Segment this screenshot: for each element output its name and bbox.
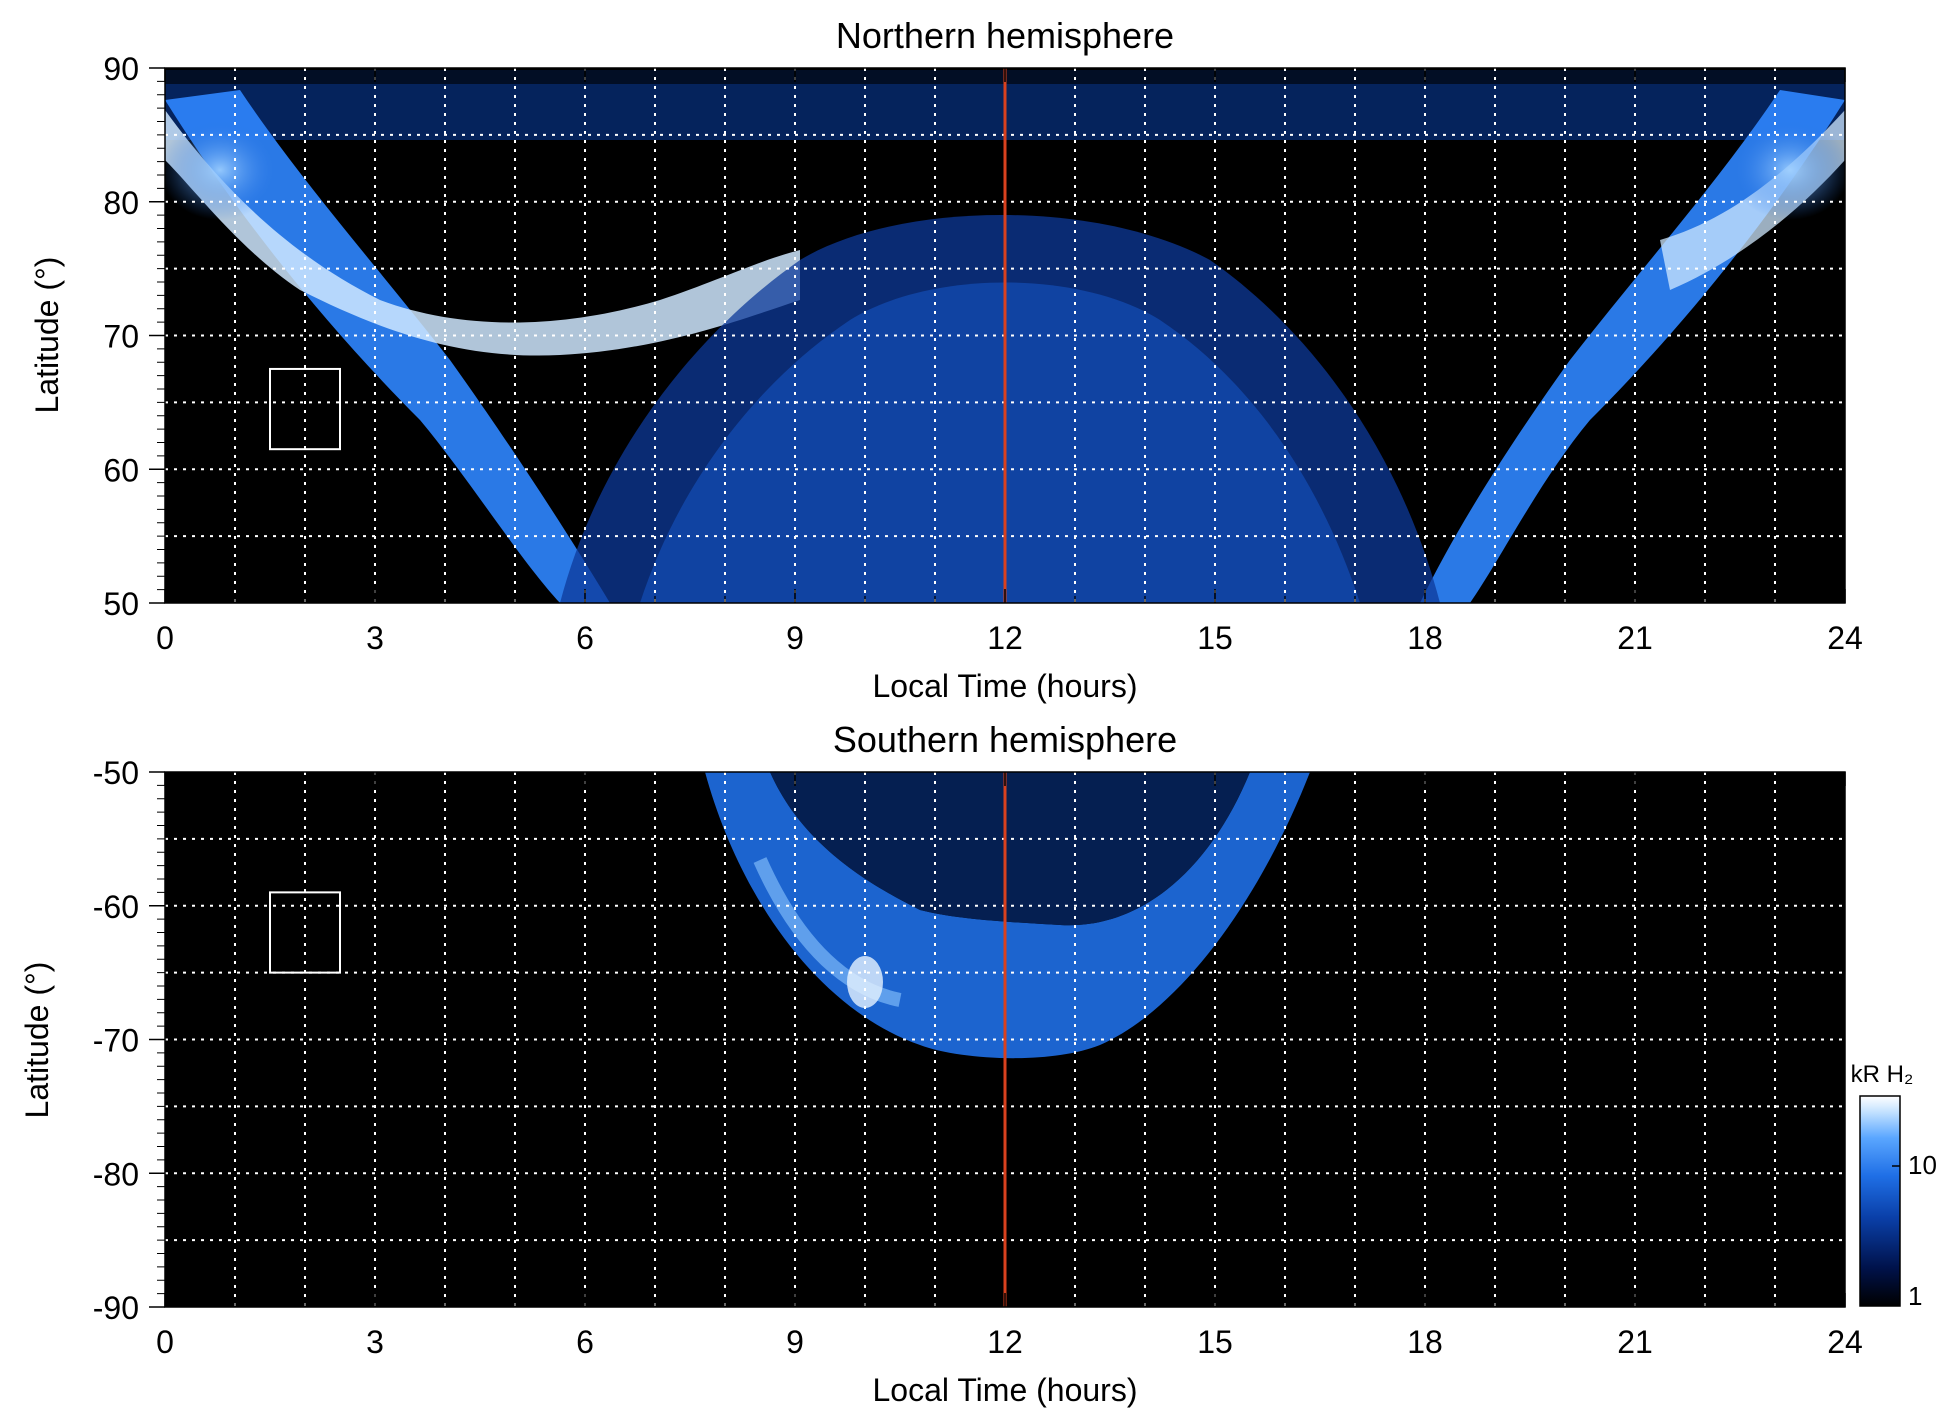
north-axes: 0 3 6 9 12 15 18 21 24 50 60 70 80 90: [103, 51, 1862, 656]
north-x-tick-label: 24: [1827, 620, 1863, 656]
panel-south: Southern hemisphere 0 3 6 9 12 15 18 21 24 -50 -60…: [19, 719, 1863, 1408]
north-emission-image: [165, 68, 1845, 603]
south-y-tick-label: -80: [93, 1156, 139, 1192]
north-xlabel: Local Time (hours): [873, 668, 1138, 704]
north-ylabel: Latitude (°): [29, 257, 65, 414]
south-x-tick-label: 0: [156, 1324, 174, 1360]
south-x-tick-label: 12: [987, 1324, 1023, 1360]
south-emission-image: [705, 772, 1310, 1059]
north-y-tick-label: 80: [103, 185, 139, 221]
north-marker-box: [269, 367, 341, 451]
north-x-tick-label: 3: [366, 620, 384, 656]
colorbar-tick-10: 10: [1908, 1150, 1937, 1180]
south-xlabel: Local Time (hours): [873, 1372, 1138, 1408]
south-ylabel: Latitude (°): [19, 962, 55, 1119]
south-y-tick-label: -90: [93, 1290, 139, 1326]
south-y-tick-label: -60: [93, 889, 139, 925]
south-axes: 0 3 6 9 12 15 18 21 24 -50 -60 -70 -80 -90: [93, 755, 1863, 1360]
north-x-tick-label: 12: [987, 620, 1023, 656]
north-y-tick-label: 70: [103, 319, 139, 355]
north-y-tick-label: 90: [103, 51, 139, 87]
panel-north: Northern hemisphere 0 3 6 9 12 15 18 21 245: [29, 15, 1863, 704]
south-x-tick-label: 6: [576, 1324, 594, 1360]
north-x-tick-label: 6: [576, 620, 594, 656]
south-marker-box: [269, 891, 341, 974]
north-dawn-arc: [165, 90, 610, 603]
south-x-tick-label: 18: [1407, 1324, 1443, 1360]
north-x-tick-label: 18: [1407, 620, 1443, 656]
north-x-tick-label: 9: [786, 620, 804, 656]
north-x-tick-label: 15: [1197, 620, 1233, 656]
north-x-tick-label: 21: [1617, 620, 1653, 656]
colorbar-tick-1: 1: [1908, 1281, 1922, 1311]
colorbar: kR H₂ 10 1: [1851, 1061, 1937, 1311]
south-x-tick-label: 3: [366, 1324, 384, 1360]
south-x-tick-label: 15: [1197, 1324, 1233, 1360]
south-x-tick-label: 21: [1617, 1324, 1653, 1360]
colorbar-gradient: [1859, 1095, 1901, 1307]
south-y-tick-label: -50: [93, 755, 139, 791]
colorbar-title: kR H₂: [1851, 1061, 1914, 1088]
north-x-tick-label: 0: [156, 620, 174, 656]
north-y-tick-label: 60: [103, 452, 139, 488]
south-y-tick-label: -70: [93, 1023, 139, 1059]
south-x-tick-label: 24: [1827, 1324, 1863, 1360]
south-x-tick-label: 9: [786, 1324, 804, 1360]
south-title: Southern hemisphere: [833, 719, 1177, 760]
north-y-tick-label: 50: [103, 586, 139, 622]
north-title: Northern hemisphere: [836, 15, 1174, 56]
